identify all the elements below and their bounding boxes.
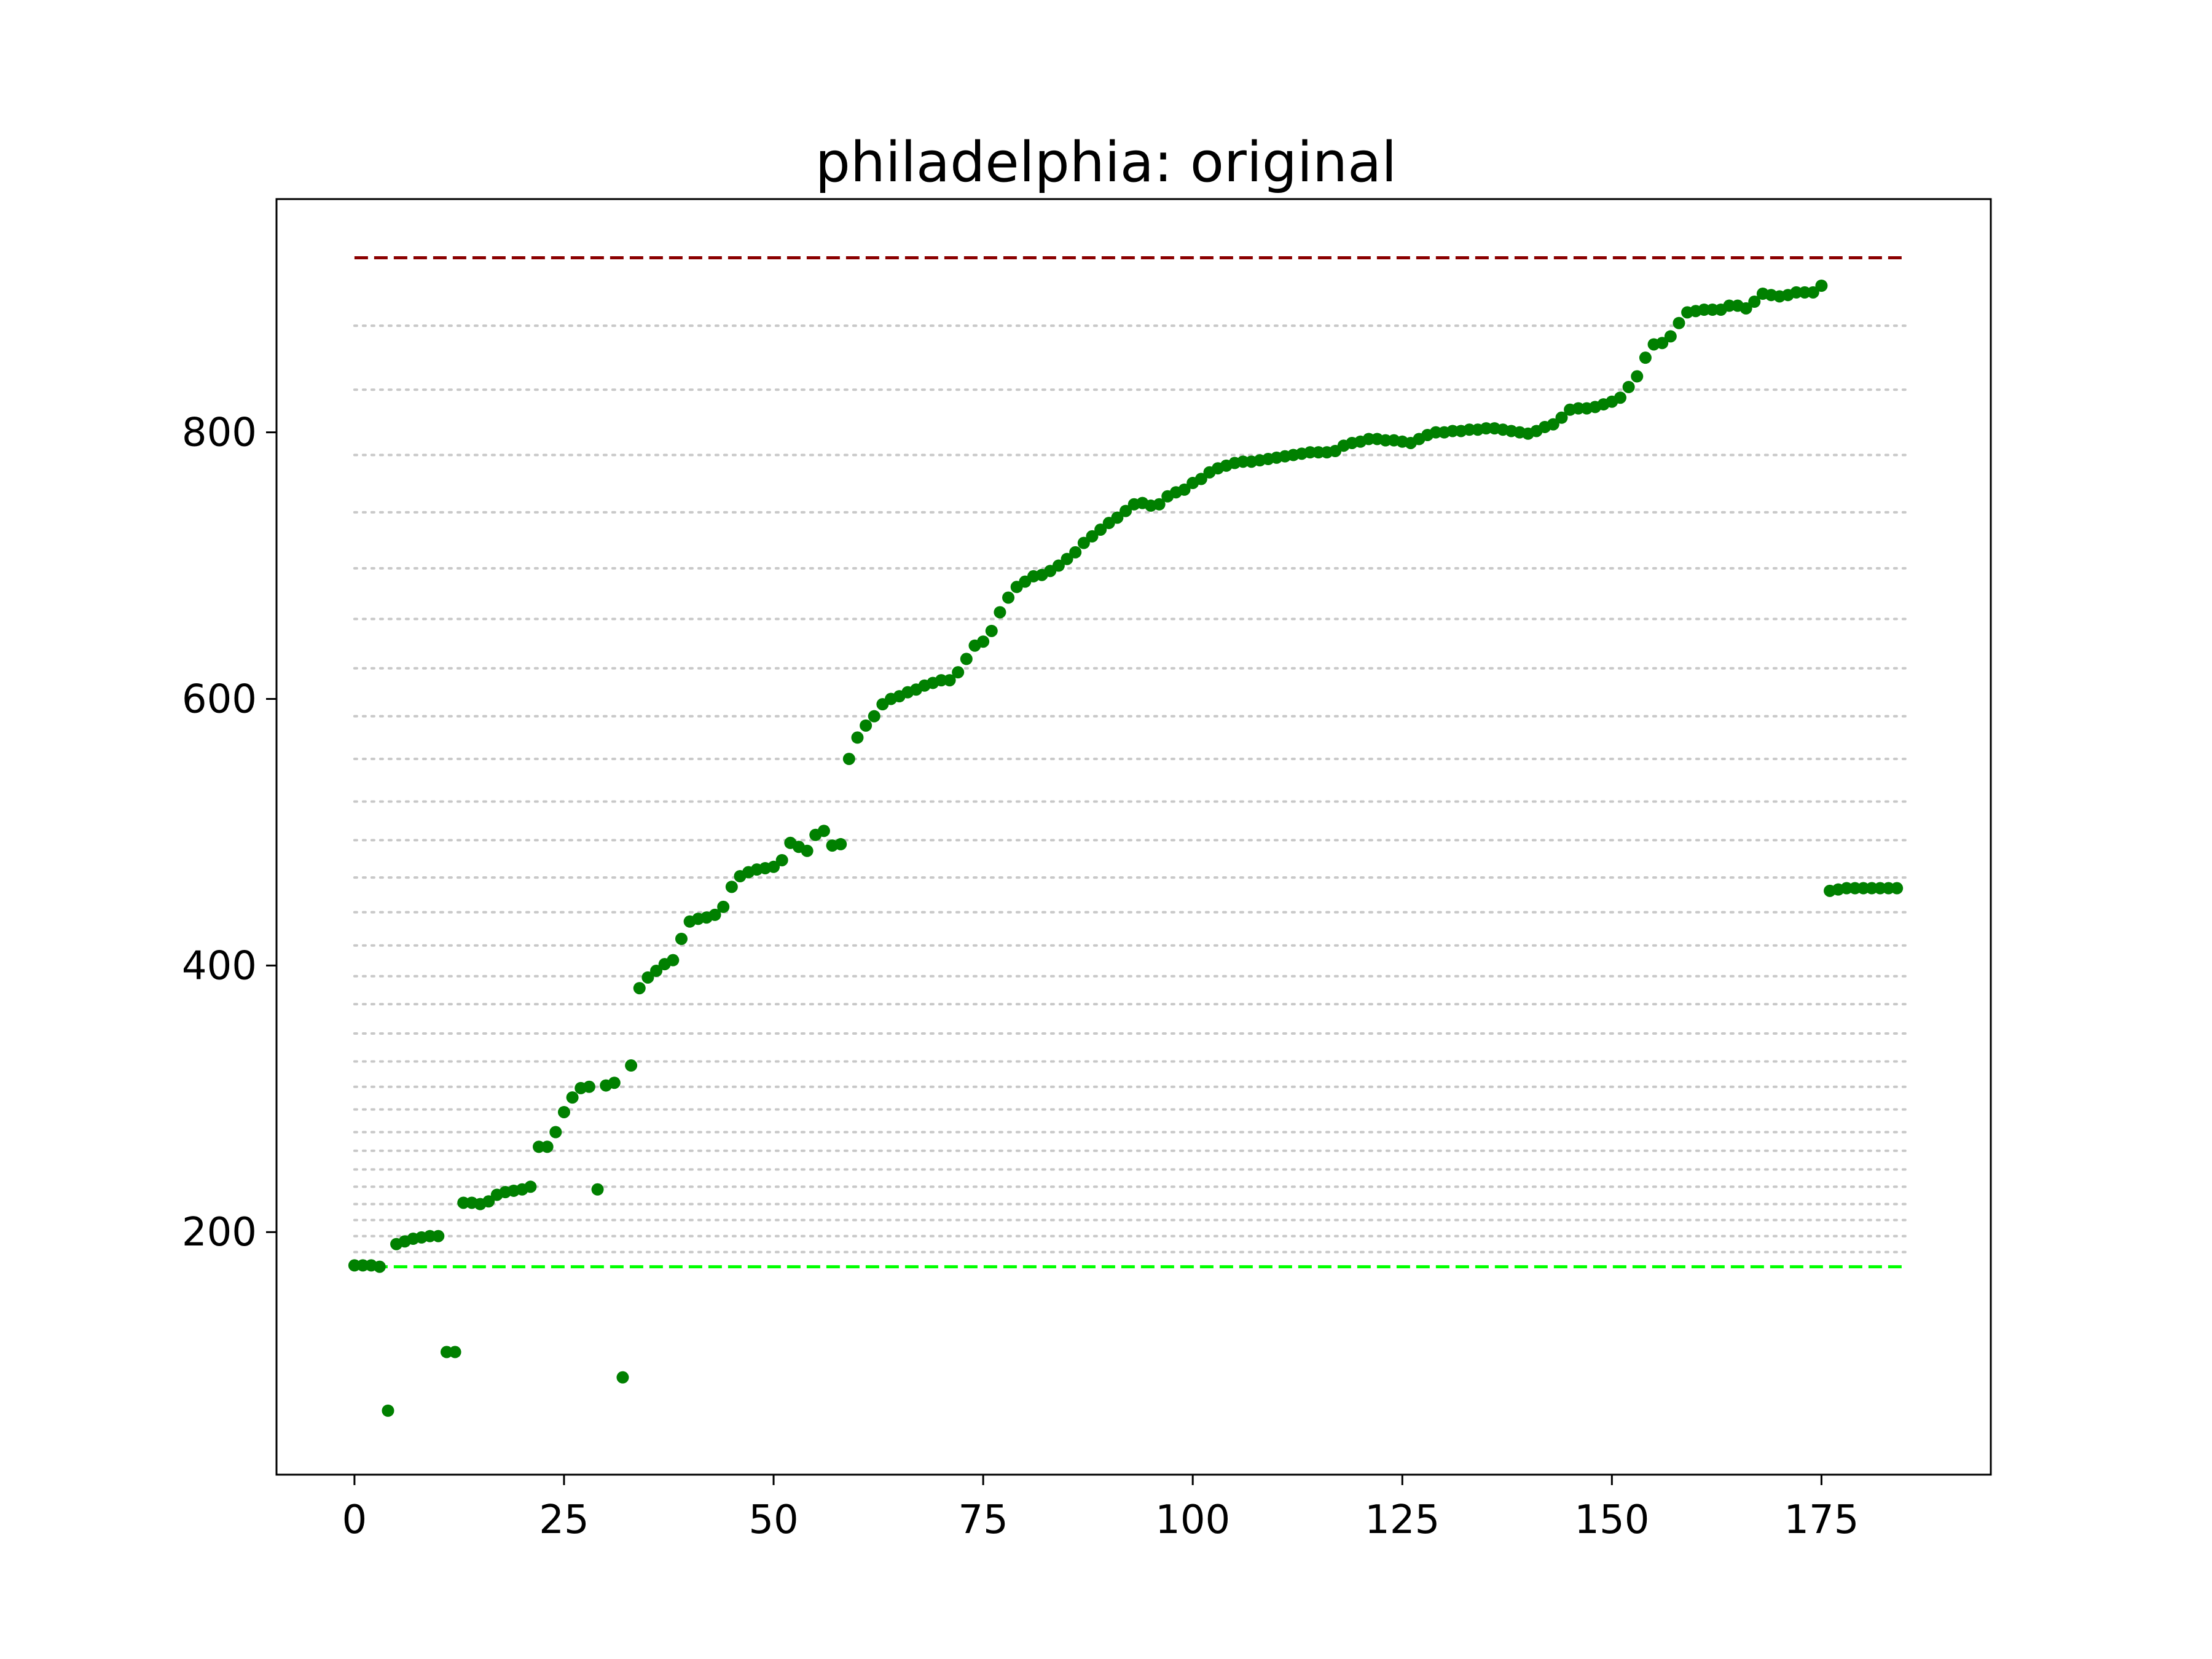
- data-point: [1153, 498, 1166, 511]
- data-point: [1547, 418, 1559, 431]
- data-point: [801, 844, 814, 857]
- y-tick-label: 200: [182, 1210, 257, 1255]
- data-point: [717, 900, 730, 913]
- guide-lines-layer: [353, 324, 1907, 1253]
- data-point: [1069, 546, 1082, 559]
- data-point: [860, 719, 873, 732]
- data-point: [1061, 552, 1073, 565]
- data-point: [708, 908, 721, 921]
- data-point: [868, 710, 880, 723]
- data-point: [851, 731, 864, 744]
- data-point: [667, 954, 680, 967]
- data-point: [1002, 591, 1015, 604]
- data-point: [633, 982, 646, 995]
- data-point: [432, 1230, 445, 1242]
- data-point: [482, 1195, 495, 1208]
- reference-lines-layer: [354, 256, 1905, 1269]
- data-point: [591, 1183, 604, 1196]
- y-tick-label: 400: [182, 943, 257, 989]
- y-axis: 200 400 600 800: [182, 410, 276, 1255]
- data-point: [1178, 483, 1191, 496]
- data-point: [675, 932, 688, 945]
- data-point: [1748, 296, 1761, 308]
- x-tick-label: 50: [748, 1497, 798, 1543]
- data-point: [725, 880, 738, 893]
- data-point: [1077, 536, 1090, 549]
- data-point: [1094, 523, 1107, 536]
- data-point: [1664, 330, 1677, 343]
- data-point: [608, 1077, 621, 1089]
- x-tick-label: 0: [342, 1497, 367, 1543]
- data-point: [767, 860, 780, 873]
- data-point: [1739, 302, 1752, 315]
- data-point: [541, 1140, 554, 1153]
- data-point: [449, 1346, 461, 1359]
- x-axis: 0 25 50 75 100 125 150 175: [342, 1475, 1859, 1543]
- data-point: [625, 1059, 638, 1072]
- data-point: [524, 1180, 537, 1193]
- data-point: [842, 753, 855, 766]
- x-tick-label: 175: [1784, 1497, 1859, 1543]
- data-point: [1622, 380, 1635, 393]
- data-points-layer: [348, 280, 1904, 1417]
- data-point: [373, 1260, 386, 1273]
- data-point: [1891, 882, 1904, 895]
- data-point: [557, 1105, 570, 1118]
- x-tick-label: 100: [1155, 1497, 1230, 1543]
- data-point: [1111, 511, 1124, 524]
- data-point: [775, 853, 788, 866]
- data-point: [960, 653, 973, 665]
- x-tick-label: 125: [1365, 1497, 1440, 1543]
- x-tick-label: 75: [958, 1497, 1008, 1543]
- data-point: [641, 971, 654, 984]
- data-point: [1631, 370, 1644, 383]
- data-point: [994, 606, 1006, 619]
- data-point: [1194, 473, 1207, 485]
- data-point: [1555, 411, 1568, 424]
- data-point: [952, 666, 965, 679]
- data-point: [943, 674, 956, 687]
- data-point: [1052, 559, 1065, 572]
- data-point: [582, 1080, 595, 1093]
- data-point: [1673, 316, 1685, 329]
- x-tick-label: 150: [1574, 1497, 1649, 1543]
- y-tick-label: 800: [182, 410, 257, 456]
- data-point: [985, 624, 998, 637]
- data-point: [834, 837, 847, 850]
- data-point: [1639, 351, 1652, 364]
- data-point: [1656, 337, 1669, 350]
- y-tick-label: 600: [182, 677, 257, 722]
- data-point: [1815, 280, 1828, 292]
- data-point: [549, 1126, 562, 1139]
- data-point: [1086, 530, 1099, 543]
- data-point: [1806, 286, 1819, 299]
- data-point: [817, 825, 830, 837]
- data-point: [650, 965, 663, 978]
- data-point: [382, 1404, 394, 1417]
- x-tick-label: 25: [539, 1497, 589, 1543]
- data-point: [1120, 504, 1132, 517]
- plot-frame: [275, 198, 1992, 1476]
- data-point: [566, 1091, 579, 1104]
- chart-title: philadelphia: original: [815, 130, 1397, 195]
- data-point: [1614, 391, 1626, 404]
- data-point: [616, 1371, 629, 1384]
- data-point: [977, 635, 990, 648]
